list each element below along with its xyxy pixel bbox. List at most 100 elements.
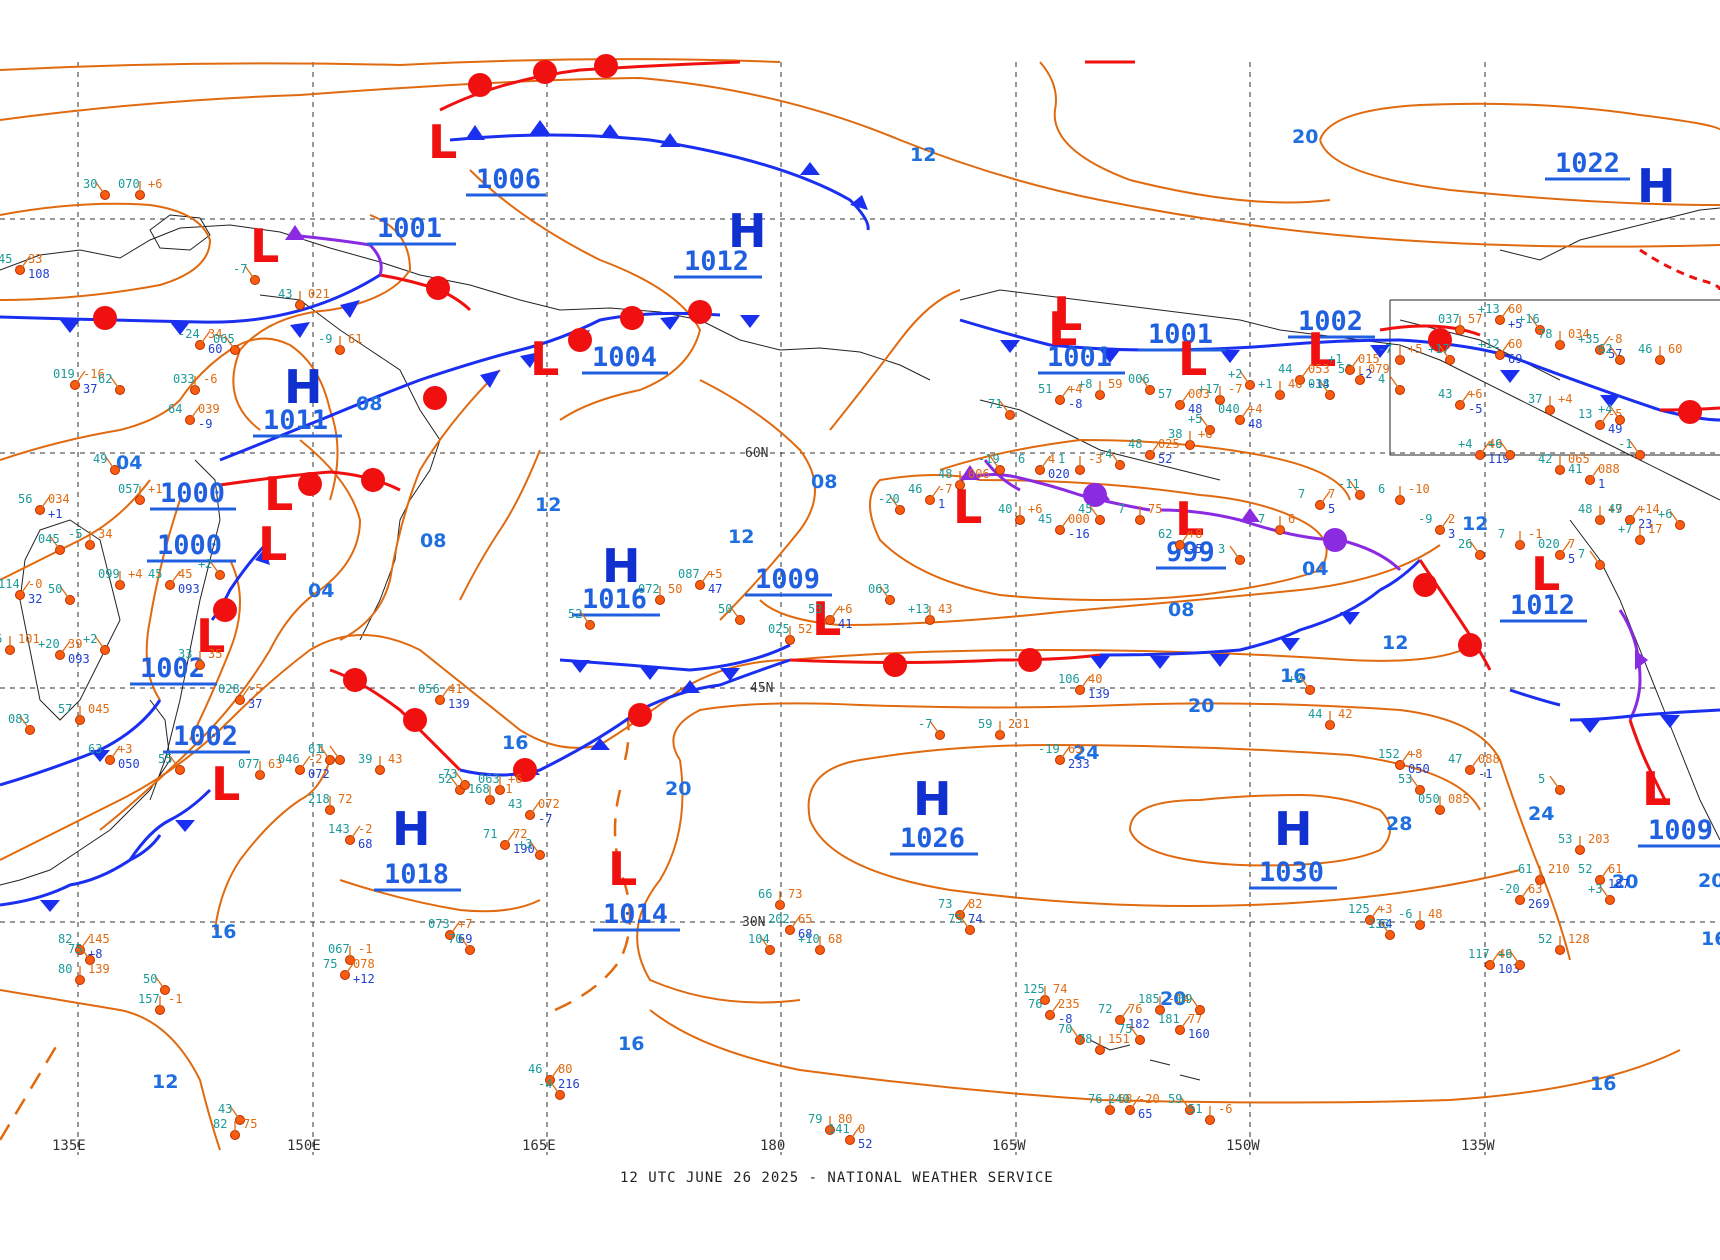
low-center: L <box>1053 287 1082 341</box>
station-value: 49 <box>93 452 107 466</box>
station-value: 43 <box>1438 387 1452 401</box>
lon-label: 135W <box>1461 1138 1495 1154</box>
wind-barb <box>59 640 71 656</box>
station-value: 7 <box>1298 487 1305 501</box>
station-value: 202 <box>768 912 790 926</box>
isobar-label: 08 <box>1168 599 1194 621</box>
station-value: +4 <box>1068 382 1082 396</box>
station-value: 038 <box>1308 377 1330 391</box>
wind-barb <box>1439 515 1451 531</box>
isobar-label: 16 <box>1280 665 1306 687</box>
station-value: 1 <box>938 497 945 511</box>
station-value: +5 <box>1508 317 1522 331</box>
station-value: 7 <box>1118 502 1125 516</box>
station-value: 42 <box>1538 452 1552 466</box>
station-value: +4 <box>1458 437 1472 451</box>
station-value: 139 <box>88 962 110 976</box>
station-value: 6 <box>1288 512 1295 526</box>
station-value: 034 <box>1568 327 1590 341</box>
wind-barb <box>1239 405 1251 421</box>
isobar-label: 28 <box>1386 813 1412 835</box>
station-value: +7 <box>1618 522 1632 536</box>
low-center: L <box>608 842 637 896</box>
isobar-label: 24 <box>1073 742 1099 764</box>
station-value: 072 <box>538 797 560 811</box>
station-value: 76 <box>1028 997 1042 1011</box>
station-value: +12 <box>1478 337 1500 351</box>
wind-barb <box>244 265 256 281</box>
station-value: -2 <box>358 822 372 836</box>
low-center: L <box>1307 323 1336 377</box>
wind-barb <box>1299 675 1311 691</box>
station-value: 75 <box>323 957 337 971</box>
station-value: +6 <box>1028 502 1042 516</box>
station-value: 61 <box>1608 862 1622 876</box>
wind-barb <box>49 535 61 551</box>
isobar-label: 08 <box>356 393 382 415</box>
station-value: 53 <box>808 602 822 616</box>
high-center: H <box>284 360 323 414</box>
station-value: 34 <box>98 527 112 541</box>
station-value: 028 <box>218 682 240 696</box>
station-value: 083 <box>8 712 30 726</box>
station-value: 56 <box>18 492 32 506</box>
station-value: +2 <box>1228 367 1242 381</box>
station-value: 64 <box>1378 917 1392 931</box>
low-center: L <box>196 609 225 663</box>
station-value: 72 <box>513 827 527 841</box>
isobar-label: 20 <box>1160 988 1186 1010</box>
station-value: +5 <box>1408 342 1422 356</box>
wind-barb <box>1149 440 1161 456</box>
pressure-value: 1012 <box>1510 590 1575 621</box>
station-value: -16 <box>1068 527 1090 541</box>
wind-barb <box>1489 950 1501 966</box>
wind-barb <box>299 755 311 771</box>
isobar-label: 16 <box>1590 1073 1616 1095</box>
wind-barb <box>1669 510 1681 526</box>
pressure-values: 1006 1001 1012 1022 1004 1001 1001 1002 … <box>130 148 1720 932</box>
station-value: 070 <box>118 177 140 191</box>
lon-label: 165W <box>992 1138 1026 1154</box>
station-value: +8 <box>1188 527 1202 541</box>
station-value: 30 <box>83 177 97 191</box>
station-value: -1 <box>358 942 372 956</box>
wind-barb <box>79 945 91 961</box>
pressure-centers: L H L L L L L L L L L H H L L L H H H L … <box>196 115 1676 896</box>
station-value: 61 <box>348 332 362 346</box>
station-value: +6 <box>1468 387 1482 401</box>
station-value: 006 <box>968 467 990 481</box>
station-value: 240 <box>1108 1092 1130 1106</box>
low-center: L <box>1048 302 1077 356</box>
station-value: 5 <box>1568 552 1575 566</box>
wind-barb <box>329 745 341 761</box>
station-value: 35 <box>0 632 2 646</box>
wind-barb <box>1609 345 1621 361</box>
isobar-label: 04 <box>308 580 334 602</box>
station-value: 210 <box>1548 862 1570 876</box>
station-value: 015 <box>1358 352 1380 366</box>
isobar-label: 12 <box>728 526 754 548</box>
wind-barb <box>1059 745 1071 761</box>
wind-barb <box>1229 545 1241 561</box>
station-value: 70 <box>448 932 462 946</box>
wind-barb <box>1559 540 1571 556</box>
station-value: 52 <box>858 1137 872 1151</box>
station-value: -20 <box>1498 882 1520 896</box>
wind-barb <box>929 485 941 501</box>
station-value: 63 <box>268 757 282 771</box>
station-value: 003 <box>1188 387 1210 401</box>
station-value: 68 <box>1118 1092 1132 1106</box>
station-value: 037 <box>1438 312 1460 326</box>
station-value: +6 <box>1488 437 1502 451</box>
station-value: 78 <box>1078 1032 1092 1046</box>
wind-barb <box>1629 440 1641 456</box>
station-value: 093 <box>68 652 90 666</box>
station-value: 60 <box>1508 302 1522 316</box>
station-value: -14 <box>1168 992 1190 1006</box>
pressure-value: 1002 <box>173 721 238 752</box>
station-value: 57 <box>58 702 72 716</box>
station-value: 74 <box>1053 982 1067 996</box>
isobar-label: 08 <box>811 471 837 493</box>
station-value: 020 <box>1048 467 1070 481</box>
station-value: +20 <box>38 637 60 651</box>
